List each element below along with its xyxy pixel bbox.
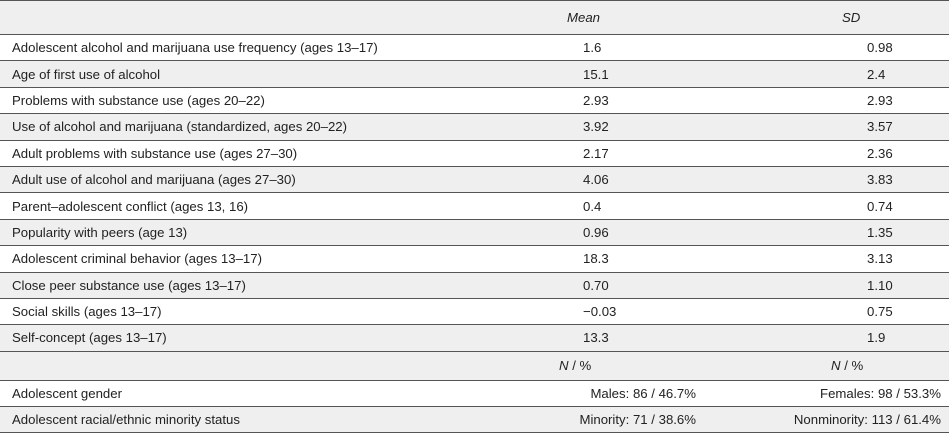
row-group2-value: Females: 98 / 53.3%	[820, 385, 941, 401]
row-sd: 1.10	[867, 277, 893, 293]
subheader-n-pct: N / %	[420, 358, 696, 373]
row-sd: 0.98	[867, 40, 893, 56]
row-sd: 3.13	[867, 251, 893, 267]
row-mean: 2.93	[583, 92, 609, 108]
row-sd: 1.9	[867, 330, 886, 346]
table-row: Social skills (ages 13–17) −0.03 0.75	[0, 299, 949, 326]
row-label: Self-concept (ages 13–17)	[12, 330, 167, 346]
descriptive-statistics-table: Mean SD Adolescent alcohol and marijuana…	[0, 0, 949, 434]
row-mean: −0.03	[583, 304, 617, 320]
subheader-n: N	[559, 358, 569, 374]
row-label: Adult problems with substance use (ages …	[12, 145, 298, 161]
row-sd: 0.74	[867, 198, 893, 214]
row-group1-value: Minority: 71 / 38.6%	[579, 412, 696, 428]
row-mean: 0.70	[583, 277, 609, 293]
row-mean: 18.3	[583, 251, 609, 267]
subheader-n: N	[831, 358, 841, 374]
table-row: Use of alcohol and marijuana (standardiz…	[0, 114, 949, 141]
table-row: Self-concept (ages 13–17) 13.3 1.9	[0, 325, 949, 352]
row-mean: 15.1	[583, 66, 609, 82]
row-sd: 2.4	[867, 66, 886, 82]
table-row: Adolescent alcohol and marijuana use fre…	[0, 35, 949, 62]
header-mean: Mean	[567, 10, 600, 25]
row-sd: 3.83	[867, 172, 893, 188]
table-row: Adolescent racial/ethnic minority status…	[0, 407, 949, 434]
row-label: Popularity with peers (age 13)	[12, 224, 188, 240]
row-mean: 0.4	[583, 198, 602, 214]
row-label: Use of alcohol and marijuana (standardiz…	[12, 119, 348, 135]
subheader-pct: %	[579, 358, 592, 374]
row-label: Adolescent racial/ethnic minority status	[12, 412, 240, 428]
table-row: Adolescent gender Males: 86 / 46.7% Fema…	[0, 381, 949, 408]
table-row: Adolescent criminal behavior (ages 13–17…	[0, 246, 949, 273]
header-sd: SD	[842, 10, 861, 25]
row-mean: 0.96	[583, 224, 609, 240]
table-row: Problems with substance use (ages 20–22)…	[0, 88, 949, 115]
table-row: Adult problems with substance use (ages …	[0, 141, 949, 167]
row-sd: 3.57	[867, 119, 893, 135]
table-row: Age of first use of alcohol 15.1 2.4	[0, 61, 949, 88]
row-label: Parent–adolescent conflict (ages 13, 16)	[12, 198, 249, 214]
subheader-n-pct: N / %	[696, 358, 949, 373]
row-sd: 0.75	[867, 304, 893, 320]
row-label: Adolescent alcohol and marijuana use fre…	[12, 40, 378, 56]
row-mean: 3.92	[583, 119, 609, 135]
subheader-separator: /	[840, 358, 852, 374]
row-mean: 4.06	[583, 172, 609, 188]
table-row: Parent–adolescent conflict (ages 13, 16)…	[0, 193, 949, 220]
row-group2-value: Nonminority: 113 / 61.4%	[793, 412, 941, 428]
row-label: Close peer substance use (ages 13–17)	[12, 277, 246, 293]
row-mean: 13.3	[583, 330, 609, 346]
row-label: Age of first use of alcohol	[12, 66, 161, 82]
row-sd: 2.36	[867, 145, 893, 161]
row-mean: 2.17	[583, 145, 609, 161]
categorical-header-row: N / % N / %	[0, 351, 949, 381]
table-row: Close peer substance use (ages 13–17) 0.…	[0, 272, 949, 299]
row-label: Social skills (ages 13–17)	[12, 304, 162, 320]
table-row: Adult use of alcohol and marijuana (ages…	[0, 166, 949, 194]
table-row: Popularity with peers (age 13) 0.96 1.35	[0, 219, 949, 247]
row-label: Adolescent gender	[12, 385, 122, 401]
subheader-pct: %	[851, 358, 864, 374]
row-sd: 2.93	[867, 92, 893, 108]
row-label: Adolescent criminal behavior (ages 13–17…	[12, 251, 262, 267]
table-header-row: Mean SD	[0, 0, 949, 35]
row-sd: 1.35	[867, 224, 893, 240]
row-group1-value: Males: 86 / 46.7%	[590, 385, 696, 401]
row-label: Adult use of alcohol and marijuana (ages…	[12, 172, 296, 188]
row-mean: 1.6	[583, 40, 602, 56]
subheader-separator: /	[568, 358, 580, 374]
row-label: Problems with substance use (ages 20–22)	[12, 92, 265, 108]
